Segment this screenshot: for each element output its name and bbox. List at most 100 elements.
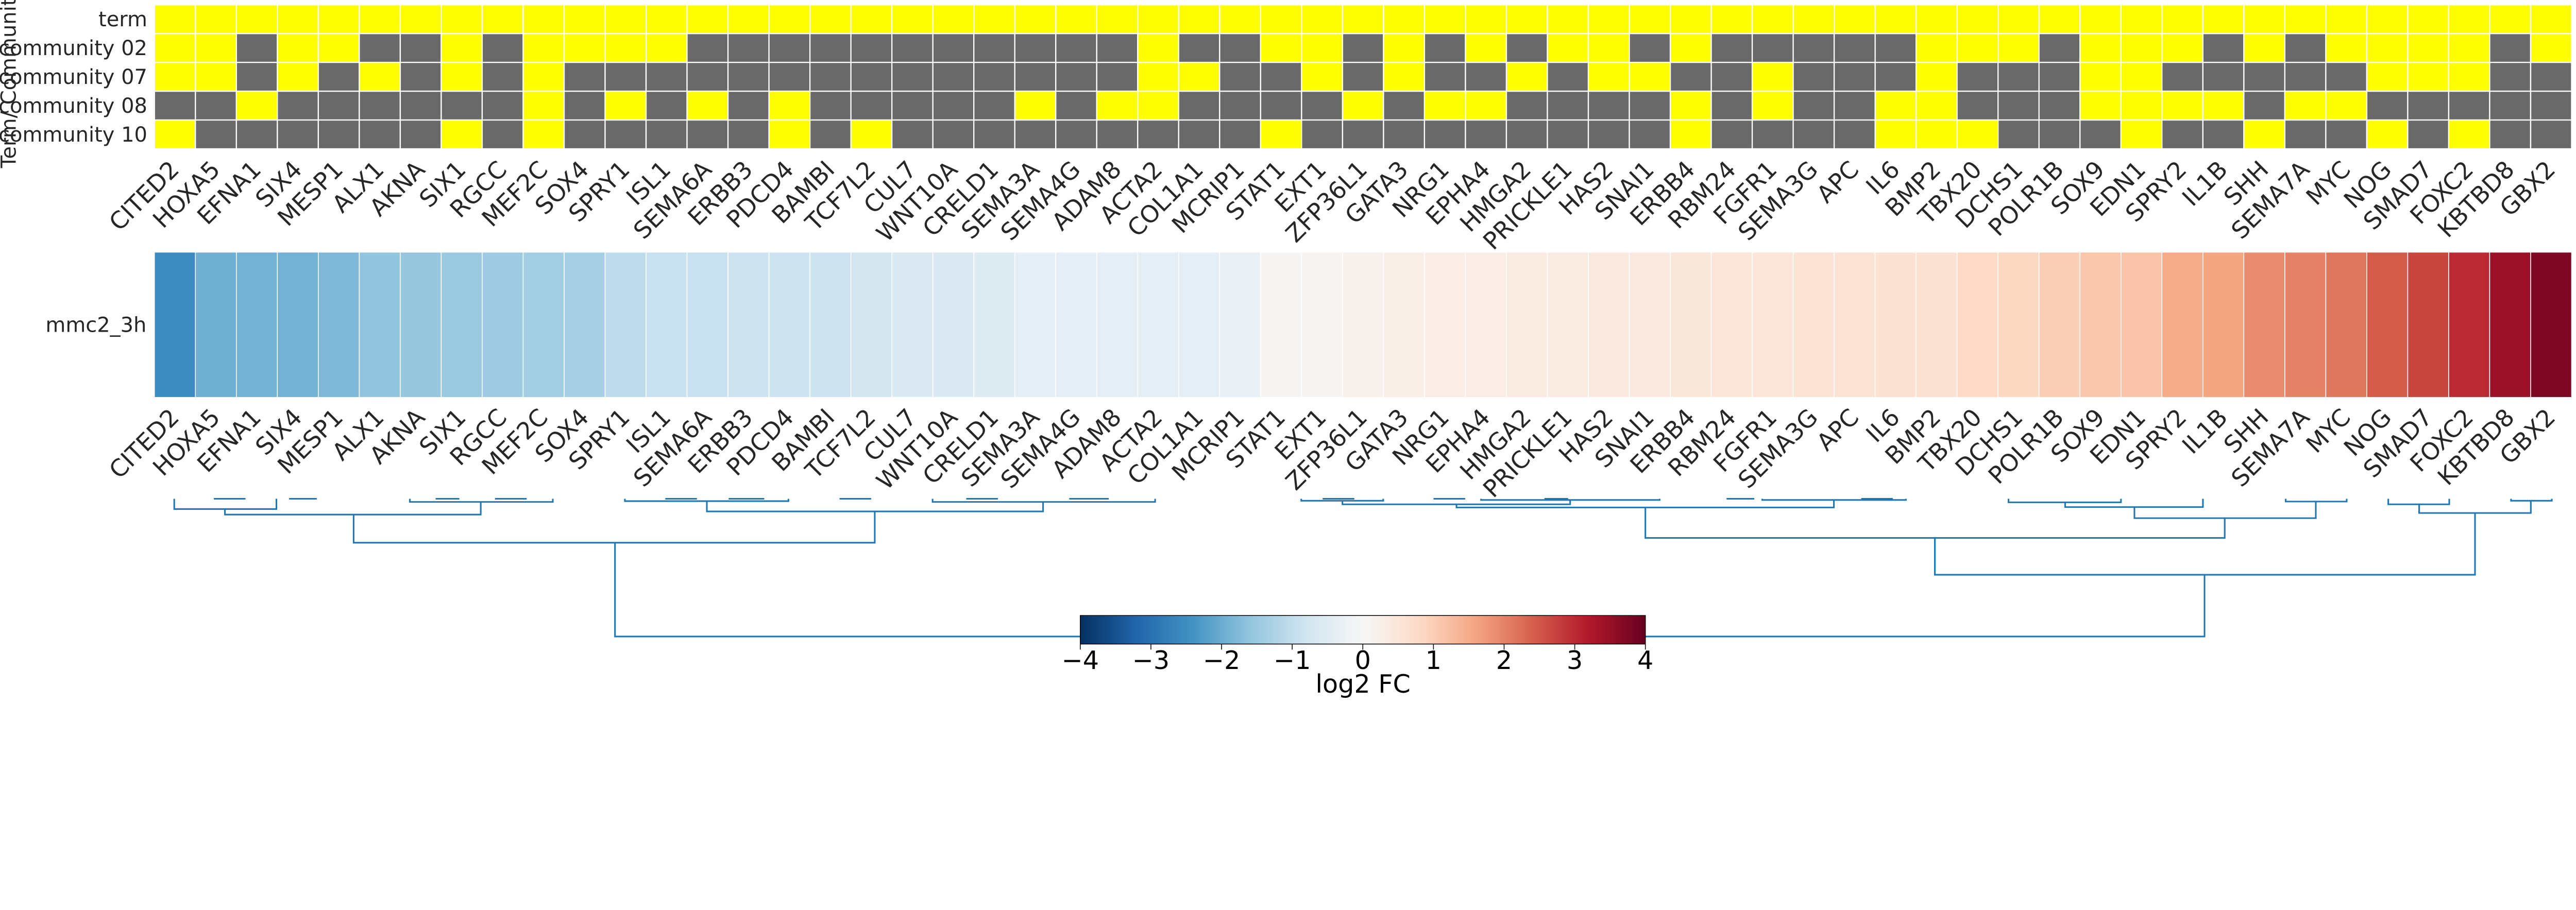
heatmap-cell — [2530, 90, 2572, 121]
heatmap-cell — [1956, 4, 1999, 35]
heatmap-cell — [727, 119, 770, 150]
heatmap-cell — [2325, 119, 2368, 150]
heatmap-cell — [686, 90, 729, 121]
gene-label: APC — [1811, 403, 1865, 456]
heatmap-cell — [1096, 61, 1139, 92]
heatmap-cell — [2161, 61, 2204, 92]
heatmap-cell — [1956, 33, 1999, 63]
heatmap-cell — [809, 251, 852, 398]
heatmap-cell — [1710, 61, 1753, 92]
heatmap-cell — [564, 251, 606, 398]
heatmap-cell — [1956, 251, 1998, 398]
heatmap-cell — [1260, 119, 1302, 150]
dendrogram-link — [1480, 499, 1660, 501]
heatmap-cell — [891, 119, 934, 150]
heatmap-cell — [1792, 4, 1835, 35]
heatmap-cell — [686, 251, 728, 398]
heatmap-cell — [277, 119, 319, 150]
heatmap-cell — [522, 33, 565, 63]
heatmap-cell — [932, 33, 975, 63]
heatmap-cell — [973, 4, 1015, 35]
heatmap-cell — [1423, 4, 1466, 35]
membership-heatmap: term community 02 community 07 community 08… — [0, 4, 2572, 150]
heatmap-cell — [1547, 90, 1589, 121]
heatmap-cell — [1096, 90, 1139, 121]
heatmap-cell — [277, 90, 319, 121]
heatmap-cell — [727, 251, 770, 398]
heatmap-cell — [1178, 90, 1221, 121]
heatmap-cell — [1096, 4, 1139, 35]
dendrogram-link — [224, 502, 482, 516]
heatmap-cell — [1465, 4, 1507, 35]
heatmap-cell — [1219, 90, 1261, 121]
heatmap-cell — [850, 119, 893, 150]
heatmap-cell — [809, 33, 852, 63]
heatmap-cell — [2202, 251, 2245, 398]
heatmap-cell — [604, 61, 647, 92]
heatmap-cell — [1342, 4, 1384, 35]
heatmap-cell — [2530, 61, 2572, 92]
heatmap-cell — [1547, 251, 1589, 398]
heatmap-cell — [1383, 61, 1426, 92]
heatmap-cell — [645, 33, 688, 63]
heatmap-cell — [359, 33, 401, 63]
heatmap-cell — [768, 251, 810, 398]
heatmap-cell — [317, 4, 360, 35]
heatmap-cell — [1342, 90, 1384, 121]
heatmap-cell — [440, 119, 483, 150]
heatmap-cell — [891, 33, 934, 63]
dendrogram-link — [409, 499, 554, 503]
heatmap-cell — [1834, 251, 1876, 398]
heatmap-cell — [1465, 61, 1507, 92]
heatmap-cell — [2448, 61, 2490, 92]
heatmap-cell — [2243, 4, 2286, 35]
heatmap-cell — [891, 251, 934, 398]
heatmap-cell — [1260, 4, 1302, 35]
heatmap-cell — [2243, 61, 2286, 92]
heatmap-cell — [1014, 119, 1057, 150]
heatmap-cell — [1383, 119, 1426, 150]
row-label: community 02 — [0, 37, 147, 60]
heatmap-cell — [1588, 251, 1630, 398]
heatmap-cell — [481, 119, 524, 150]
heatmap-cell — [1792, 61, 1835, 92]
heatmap-cell — [1342, 251, 1384, 398]
heatmap-cell — [2407, 61, 2450, 92]
heatmap-cell — [604, 33, 647, 63]
gene-label: IL1B — [2177, 403, 2233, 459]
heatmap-cell — [2448, 90, 2490, 121]
heatmap-cell — [359, 90, 401, 121]
heatmap-cell — [2489, 251, 2531, 398]
heatmap-cell — [2120, 4, 2163, 35]
heatmap-cell — [1178, 119, 1221, 150]
heatmap-cell — [645, 4, 688, 35]
heatmap-cell — [277, 33, 319, 63]
heatmap-cell — [1547, 119, 1589, 150]
heatmap-cell — [154, 251, 196, 398]
heatmap-cell — [1014, 4, 1057, 35]
heatmap-cell — [1096, 33, 1139, 63]
heatmap-cell — [1505, 90, 1548, 121]
heatmap-cell — [1710, 251, 1753, 398]
heatmap-cell — [1178, 61, 1221, 92]
heatmap-cell — [1178, 33, 1221, 63]
heatmap-cell — [1137, 4, 1179, 35]
heatmap-cell — [2161, 4, 2204, 35]
heatmap-cell — [1916, 4, 1958, 35]
heatmap-cell — [481, 4, 524, 35]
heatmap-cell — [932, 90, 975, 121]
heatmap-cell — [2489, 4, 2532, 35]
heatmap-cell — [727, 90, 770, 121]
heatmap-cell — [1710, 33, 1753, 63]
heatmap-cell — [2202, 90, 2245, 121]
heatmap-cell — [522, 61, 565, 92]
row-label: mmc2_3h — [45, 313, 146, 337]
heatmap-cell — [1916, 61, 1958, 92]
heatmap-cell — [1751, 90, 1794, 121]
heatmap-cell — [2038, 61, 2081, 92]
heatmap-cell — [154, 119, 196, 150]
heatmap-cell — [850, 61, 893, 92]
heatmap-cell — [2243, 251, 2285, 398]
heatmap-cell — [727, 4, 770, 35]
log2fc-gene-labels: CITED2HOXA5EFNA1SIX4MESP1ALX1AKNASIX1RGC… — [104, 403, 2561, 503]
